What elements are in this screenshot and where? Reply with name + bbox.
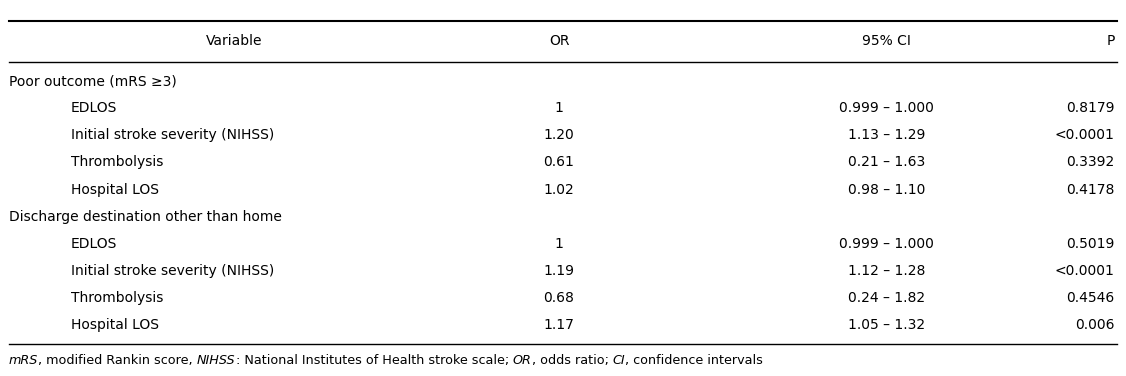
Text: 1: 1 (555, 237, 563, 251)
Text: Thrombolysis: Thrombolysis (71, 155, 163, 170)
Text: EDLOS: EDLOS (71, 101, 117, 115)
Text: 0.4178: 0.4178 (1066, 182, 1115, 197)
Text: NIHSS: NIHSS (197, 354, 235, 367)
Text: 1: 1 (555, 101, 563, 115)
Text: 0.61: 0.61 (544, 155, 574, 170)
Text: OR: OR (548, 34, 570, 49)
Text: , modified Rankin score,: , modified Rankin score, (38, 354, 197, 367)
Text: Initial stroke severity (NIHSS): Initial stroke severity (NIHSS) (71, 264, 275, 278)
Text: 1.17: 1.17 (544, 318, 574, 332)
Text: 0.5019: 0.5019 (1066, 237, 1115, 251)
Text: 95% CI: 95% CI (863, 34, 911, 49)
Text: Poor outcome (mRS ≥3): Poor outcome (mRS ≥3) (9, 74, 177, 88)
Text: Initial stroke severity (NIHSS): Initial stroke severity (NIHSS) (71, 128, 275, 143)
Text: 1.12 – 1.28: 1.12 – 1.28 (848, 264, 926, 278)
Text: 0.006: 0.006 (1075, 318, 1115, 332)
Text: , odds ratio;: , odds ratio; (531, 354, 613, 367)
Text: 0.999 – 1.000: 0.999 – 1.000 (839, 101, 935, 115)
Text: 1.02: 1.02 (544, 182, 574, 197)
Text: <0.0001: <0.0001 (1055, 264, 1115, 278)
Text: , confidence intervals: , confidence intervals (625, 354, 763, 367)
Text: Discharge destination other than home: Discharge destination other than home (9, 209, 282, 224)
Text: 0.999 – 1.000: 0.999 – 1.000 (839, 237, 935, 251)
Text: : National Institutes of Health stroke scale;: : National Institutes of Health stroke s… (235, 354, 512, 367)
Text: 0.68: 0.68 (544, 291, 574, 305)
Text: Thrombolysis: Thrombolysis (71, 291, 163, 305)
Text: CI: CI (613, 354, 625, 367)
Text: Hospital LOS: Hospital LOS (71, 182, 159, 197)
Text: P: P (1107, 34, 1115, 49)
Text: 1.20: 1.20 (544, 128, 574, 143)
Text: 1.13 – 1.29: 1.13 – 1.29 (848, 128, 926, 143)
Text: EDLOS: EDLOS (71, 237, 117, 251)
Text: mRS: mRS (9, 354, 38, 367)
Text: Hospital LOS: Hospital LOS (71, 318, 159, 332)
Text: 0.21 – 1.63: 0.21 – 1.63 (848, 155, 926, 170)
Text: 0.98 – 1.10: 0.98 – 1.10 (848, 182, 926, 197)
Text: 0.24 – 1.82: 0.24 – 1.82 (848, 291, 926, 305)
Text: 1.05 – 1.32: 1.05 – 1.32 (848, 318, 926, 332)
Text: 0.4546: 0.4546 (1066, 291, 1115, 305)
Text: OR: OR (512, 354, 531, 367)
Text: <0.0001: <0.0001 (1055, 128, 1115, 143)
Text: 0.8179: 0.8179 (1066, 101, 1115, 115)
Text: 0.3392: 0.3392 (1066, 155, 1115, 170)
Text: 1.19: 1.19 (544, 264, 574, 278)
Text: Variable: Variable (206, 34, 262, 49)
